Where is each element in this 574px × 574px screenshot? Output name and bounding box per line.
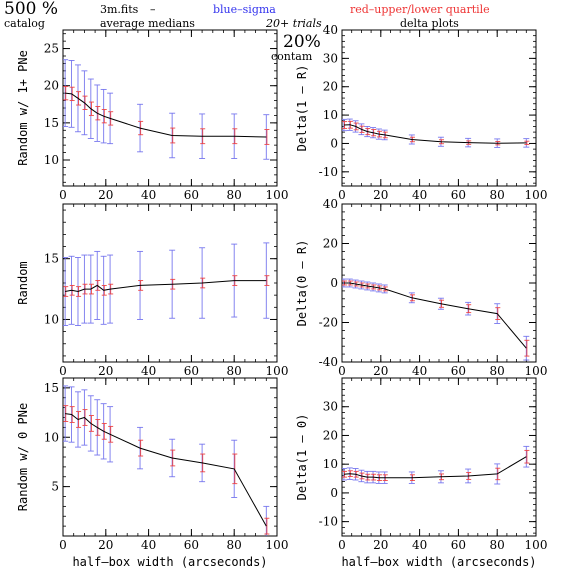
- left-bot-x-axis-label: half–box width (arcseconds): [72, 555, 267, 569]
- right-mid-x-tick-label: 20: [373, 364, 388, 378]
- left-top-frame: [62, 29, 278, 187]
- left-mid-x-tick-label: 100: [266, 364, 289, 378]
- contamination-label: contam: [271, 50, 313, 63]
- left-top-median-line: [65, 92, 267, 138]
- left-column-title: average medians: [100, 17, 195, 30]
- right-top-y-axis-label: Delta(1 – R): [295, 65, 309, 152]
- red-quartile-label: red–upper/lower quartile: [350, 3, 490, 16]
- left-bot-y-tick-label: 10: [44, 430, 59, 444]
- left-bot-y-tick-label: 15: [44, 381, 59, 395]
- blue-sigma-label: blue–sigma: [213, 3, 276, 16]
- left-mid-y-tick-label: 10: [44, 312, 59, 326]
- file-name: 3m.fits: [100, 3, 139, 16]
- catalog-size: 500 %: [4, 0, 59, 19]
- right-top-y-tick-label: 40: [323, 23, 338, 37]
- right-mid-x-tick-label: 60: [451, 364, 466, 378]
- right-bot-x-tick-label: 60: [451, 538, 466, 552]
- left-bot-x-tick-label: 100: [266, 538, 289, 552]
- left-bot-x-tick-label: 80: [227, 538, 242, 552]
- right-bot-x-tick-label: 100: [525, 538, 548, 552]
- right-bot-frame: [341, 377, 537, 537]
- left-mid-x-tick-label: 40: [141, 364, 156, 378]
- left-mid-x-tick-label: 20: [98, 364, 113, 378]
- left-mid-y-axis-label: Random: [16, 261, 30, 304]
- right-top-y-tick-label: 20: [323, 80, 338, 94]
- left-top-y-axis-label: Random w/ 1+ PNe: [16, 50, 30, 166]
- right-mid-x-tick-label: 100: [525, 364, 548, 378]
- right-top-x-tick-label: 100: [525, 188, 548, 202]
- right-top-x-tick-label: 60: [451, 188, 466, 202]
- left-mid-y-tick-label: 15: [44, 252, 59, 266]
- left-top-x-tick-label: 100: [266, 188, 289, 202]
- left-mid-x-tick-label: 60: [184, 364, 199, 378]
- right-top-x-tick-label: 40: [412, 188, 427, 202]
- left-bot-x-tick-label: 60: [184, 538, 199, 552]
- right-top-y-tick-label: 0: [330, 136, 338, 150]
- left-top-x-tick-label: 0: [59, 188, 67, 202]
- right-bot-y-tick-label: 0: [330, 486, 338, 500]
- left-top-x-tick-label: 80: [227, 188, 242, 202]
- right-bot-y-tick-label: 30: [323, 400, 338, 414]
- left-top-y-tick-label: 20: [44, 79, 59, 93]
- right-mid-y-tick-label: 40: [323, 197, 338, 211]
- trials-label: 20+ trials: [266, 17, 322, 30]
- right-top-x-tick-label: 20: [373, 188, 388, 202]
- right-top-y-tick-label: 10: [323, 108, 338, 122]
- right-top-frame: [341, 29, 537, 187]
- catalog-label: catalog: [4, 17, 45, 30]
- right-mid-x-tick-label: 80: [490, 364, 505, 378]
- right-column-title: delta plots: [400, 17, 459, 30]
- right-mid-y-tick-label: -40: [319, 355, 338, 369]
- right-bot-median-line: [343, 456, 527, 479]
- right-bot-x-tick-label: 20: [373, 538, 388, 552]
- left-top-x-tick-label: 60: [184, 188, 199, 202]
- left-mid-x-tick-label: 80: [227, 364, 242, 378]
- left-top-y-tick-label: 10: [44, 153, 59, 167]
- right-top-y-tick-label: 30: [323, 51, 338, 65]
- right-mid-y-tick-label: 0: [330, 276, 338, 290]
- right-top-x-tick-label: 0: [338, 188, 346, 202]
- left-top-y-tick-label: 15: [44, 116, 59, 130]
- left-bot-x-tick-label: 40: [141, 538, 156, 552]
- left-mid-median-line: [65, 280, 267, 293]
- right-mid-x-tick-label: 40: [412, 364, 427, 378]
- right-mid-median-line: [343, 282, 527, 349]
- right-top-y-tick-label: -10: [319, 165, 338, 179]
- right-mid-y-tick-label: -20: [319, 316, 338, 330]
- left-bot-x-tick-label: 20: [98, 538, 113, 552]
- right-top-x-tick-label: 80: [490, 188, 505, 202]
- left-top-x-tick-label: 20: [98, 188, 113, 202]
- right-bot-x-tick-label: 40: [412, 538, 427, 552]
- right-bot-x-tick-label: 0: [338, 538, 346, 552]
- right-bot-y-tick-label: 10: [323, 457, 338, 471]
- right-bot-x-tick-label: 80: [490, 538, 505, 552]
- header-dash: –: [150, 3, 156, 16]
- right-top-median-line: [343, 124, 527, 144]
- right-mid-x-tick-label: 0: [338, 364, 346, 378]
- left-bot-x-tick-label: 0: [59, 538, 67, 552]
- contamination-percent: 20%: [283, 32, 321, 52]
- right-bot-x-axis-label: half–box width (arcseconds): [341, 555, 536, 569]
- left-mid-frame: [62, 203, 278, 363]
- left-top-x-tick-label: 40: [141, 188, 156, 202]
- left-bot-y-tick-label: 5: [51, 480, 59, 494]
- left-bot-median-line: [65, 413, 267, 527]
- right-mid-y-axis-label: Delta(0 – R): [295, 240, 309, 327]
- right-mid-y-tick-label: 20: [323, 237, 338, 251]
- left-top-y-tick-label: 25: [44, 42, 59, 56]
- left-bot-y-axis-label: Random w/ 0 PNe: [16, 403, 30, 511]
- right-bot-y-tick-label: 20: [323, 428, 338, 442]
- right-bot-y-axis-label: Delta(1 – 0): [295, 414, 309, 501]
- left-mid-x-tick-label: 0: [59, 364, 67, 378]
- right-bot-y-tick-label: -10: [319, 515, 338, 529]
